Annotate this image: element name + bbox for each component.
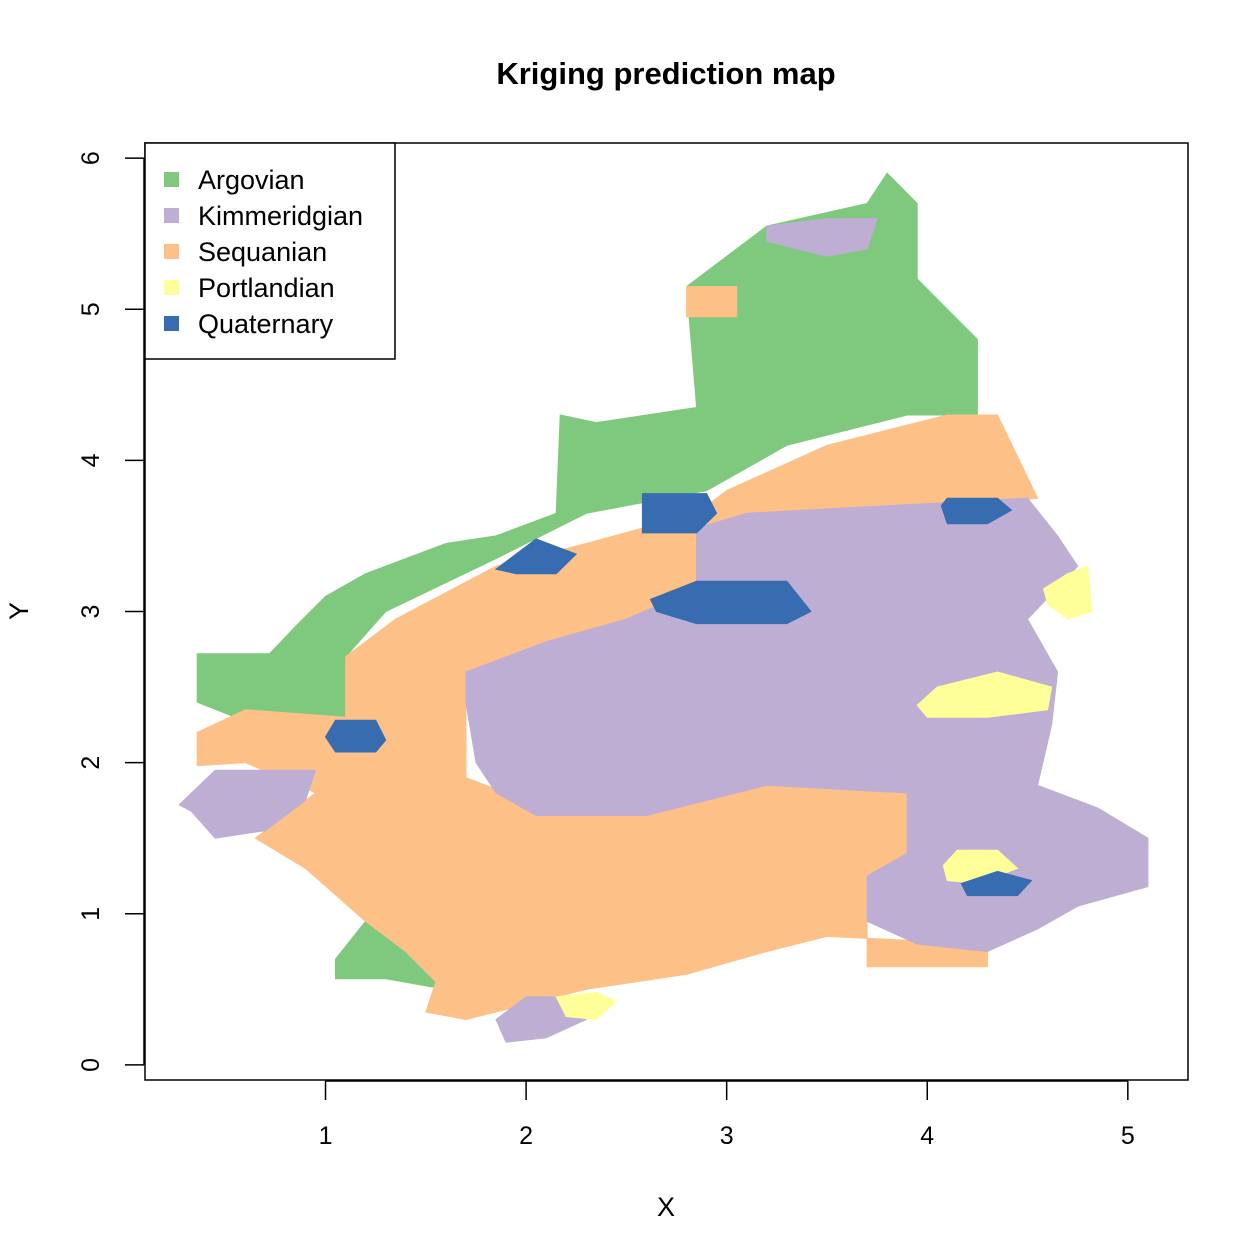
y-tick-label: 2 xyxy=(77,756,105,770)
region-kimmeridgian-7 xyxy=(178,769,317,839)
legend-swatch-sequanian xyxy=(164,244,179,259)
region-quaternary-14 xyxy=(494,538,578,575)
legend-box xyxy=(144,142,396,360)
legend-label-quaternary: Quaternary xyxy=(198,309,334,339)
region-quaternary-17 xyxy=(940,497,1013,525)
legend-swatch-quaternary xyxy=(164,316,179,331)
region-portlandian-10 xyxy=(1043,565,1093,620)
legend-swatch-kimmeridgian xyxy=(164,208,179,223)
region-kimmeridgian-6 xyxy=(766,218,878,257)
legend-label-portlandian: Portlandian xyxy=(198,273,335,303)
x-tick-label: 1 xyxy=(319,1122,333,1150)
y-tick-label: 3 xyxy=(77,605,105,619)
region-quaternary-15 xyxy=(649,580,812,625)
legend-label-argovian: Argovian xyxy=(198,165,305,195)
y-axis-label: Y xyxy=(4,602,34,620)
region-portlandian-12 xyxy=(555,991,618,1021)
legend: Argovian Kimmeridgian Sequanian Portlandian… xyxy=(144,142,396,360)
legend-swatch-argovian xyxy=(164,172,179,187)
x-tick-label: 4 xyxy=(920,1122,934,1150)
region-portlandian-9 xyxy=(916,671,1053,718)
x-axis-label: X xyxy=(657,1192,675,1222)
y-axis: 0 1 2 3 4 5 6 xyxy=(77,151,145,1072)
y-tick-label: 5 xyxy=(77,302,105,316)
x-tick-label: 2 xyxy=(519,1122,533,1150)
region-quaternary-13 xyxy=(641,493,718,534)
region-argovian-0 xyxy=(196,172,978,718)
chart-title: Kriging prediction map xyxy=(496,56,835,91)
x-tick-label: 3 xyxy=(720,1122,734,1150)
region-kimmeridgian-5 xyxy=(465,497,1149,953)
y-tick-label: 1 xyxy=(77,907,105,921)
prediction-regions xyxy=(178,172,1149,1043)
region-quaternary-16 xyxy=(324,719,387,753)
y-tick-label: 4 xyxy=(77,453,105,467)
x-axis: 1 2 3 4 5 xyxy=(319,1080,1135,1150)
x-tick-label: 5 xyxy=(1121,1122,1135,1150)
legend-label-sequanian: Sequanian xyxy=(198,237,327,267)
region-sequanian-3 xyxy=(686,286,738,318)
y-tick-label: 6 xyxy=(77,151,105,165)
plot-frame xyxy=(144,142,1189,1081)
region-quaternary-18 xyxy=(960,870,1033,897)
legend-swatch-portlandian xyxy=(164,280,179,295)
y-tick-label: 0 xyxy=(77,1058,105,1072)
legend-label-kimmeridgian: Kimmeridgian xyxy=(198,201,363,231)
